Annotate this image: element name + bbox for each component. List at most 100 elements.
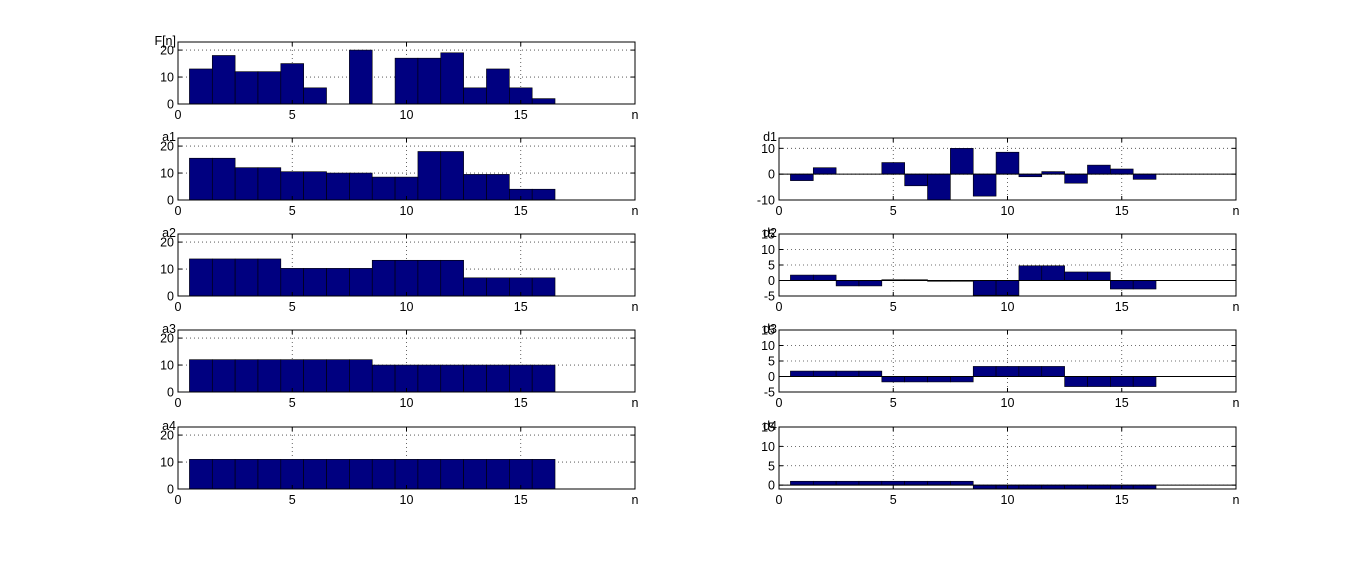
y-tick-label: 5 <box>768 259 775 273</box>
bar-d3-14 <box>1087 376 1111 387</box>
y-tick-label: 15 <box>761 421 775 435</box>
y-tick-label: 20 <box>160 140 174 154</box>
x-tick-label: 15 <box>1115 300 1129 314</box>
bar-d3-7 <box>927 376 951 383</box>
bar-d4-5 <box>881 480 905 486</box>
bar-a3-12 <box>440 364 464 393</box>
x-tick-label: 0 <box>175 108 182 122</box>
bar-d3-3 <box>835 370 860 377</box>
x-tick-label: 5 <box>289 204 296 218</box>
bar-a2-16 <box>531 277 556 297</box>
bar-d1-7 <box>927 173 951 201</box>
x-tick-label: 15 <box>514 108 528 122</box>
y-tick-label: 20 <box>160 332 174 346</box>
bar-d3-11 <box>1018 366 1043 377</box>
bar-Fn-11 <box>417 57 442 105</box>
bar-Fn-8 <box>349 49 373 105</box>
bar-d3-2 <box>812 370 837 377</box>
y-tick-label: 20 <box>160 44 174 58</box>
bar-d4-6 <box>904 480 928 486</box>
bar-d4-1 <box>790 480 814 486</box>
bar-d3-4 <box>858 370 883 377</box>
subplot-title: d2 <box>763 226 777 240</box>
y-tick-label: 5 <box>768 459 775 473</box>
bar-d4-4 <box>858 480 883 486</box>
bar-a3-11 <box>417 364 442 393</box>
x-tick-label: 0 <box>776 204 783 218</box>
bar-a4-14 <box>486 459 510 490</box>
bar-a2-4 <box>257 258 282 297</box>
x-tick-label: 0 <box>776 493 783 507</box>
bar-d3-5 <box>881 376 905 383</box>
bar-a1-11 <box>417 151 442 201</box>
bar-d1-15 <box>1110 168 1134 175</box>
x-tick-label: 0 <box>175 396 182 410</box>
bar-a3-5 <box>280 359 304 393</box>
bar-a2-11 <box>417 259 442 297</box>
y-tick-label: 10 <box>160 263 174 277</box>
y-tick-label: 20 <box>160 429 174 443</box>
bar-a4-2 <box>211 459 236 490</box>
x-tick-label: 10 <box>1001 300 1015 314</box>
x-tick-label: 5 <box>890 493 897 507</box>
bar-a1-16 <box>531 188 556 201</box>
bar-d4-9 <box>972 484 997 490</box>
subplot-d4: 0 5 10 15 0 5 10 15 n d4 <box>761 419 1239 507</box>
x-tick-label: 15 <box>514 493 528 507</box>
bar-Fn-6 <box>303 87 327 105</box>
bar-a4-11 <box>417 459 442 490</box>
x-axis-label: n <box>1233 396 1240 410</box>
bar-d3-13 <box>1064 376 1088 387</box>
bar-d1-8 <box>950 148 974 175</box>
y-tick-label: 10 <box>761 142 775 156</box>
y-tick-label: 0 <box>768 168 775 182</box>
bar-a1-13 <box>463 174 487 201</box>
x-tick-label: 0 <box>175 300 182 314</box>
subplot-a1: 0 5 10 15 0 10 20 n a1 <box>160 130 638 218</box>
bar-a4-13 <box>463 459 487 490</box>
subplot-title: a4 <box>162 419 176 433</box>
x-tick-label: 10 <box>400 108 414 122</box>
bar-d3-16 <box>1132 376 1157 387</box>
bar-a3-10 <box>394 364 419 393</box>
y-tick-label: -5 <box>764 290 775 304</box>
bar-a2-3 <box>234 258 259 297</box>
x-tick-label: 5 <box>289 108 296 122</box>
x-tick-label: 15 <box>514 396 528 410</box>
x-tick-label: 0 <box>175 493 182 507</box>
bar-a4-10 <box>394 459 419 490</box>
bar-d3-9 <box>972 366 997 377</box>
y-tick-label: -5 <box>764 386 775 400</box>
x-tick-label: 15 <box>514 204 528 218</box>
subplot-title: a1 <box>162 130 176 144</box>
x-tick-label: 15 <box>1115 396 1129 410</box>
y-tick-label: 10 <box>160 456 174 470</box>
x-tick-label: 15 <box>514 300 528 314</box>
bar-a3-8 <box>349 359 373 393</box>
x-tick-label: 5 <box>289 300 296 314</box>
x-tick-label: 10 <box>400 396 414 410</box>
bar-d2-1 <box>790 274 814 281</box>
bar-Fn-16 <box>531 98 556 105</box>
bar-d1-13 <box>1064 173 1088 184</box>
subplot-title: F[n] <box>154 34 176 48</box>
bar-a4-4 <box>257 459 282 490</box>
y-tick-label: 5 <box>768 355 775 369</box>
bar-a2-1 <box>189 258 213 297</box>
bar-a2-10 <box>394 259 419 297</box>
bar-d1-14 <box>1087 164 1111 175</box>
y-tick-label: 10 <box>761 339 775 353</box>
bar-a1-8 <box>349 172 373 201</box>
bar-a1-9 <box>371 176 396 201</box>
bar-d4-7 <box>927 480 951 486</box>
bar-d1-1 <box>790 173 814 181</box>
bar-a3-4 <box>257 359 282 393</box>
bar-d4-11 <box>1018 484 1043 490</box>
x-tick-label: 10 <box>400 204 414 218</box>
x-tick-label: 10 <box>400 493 414 507</box>
y-tick-label: 0 <box>167 290 174 304</box>
y-tick-label: 10 <box>160 71 174 85</box>
